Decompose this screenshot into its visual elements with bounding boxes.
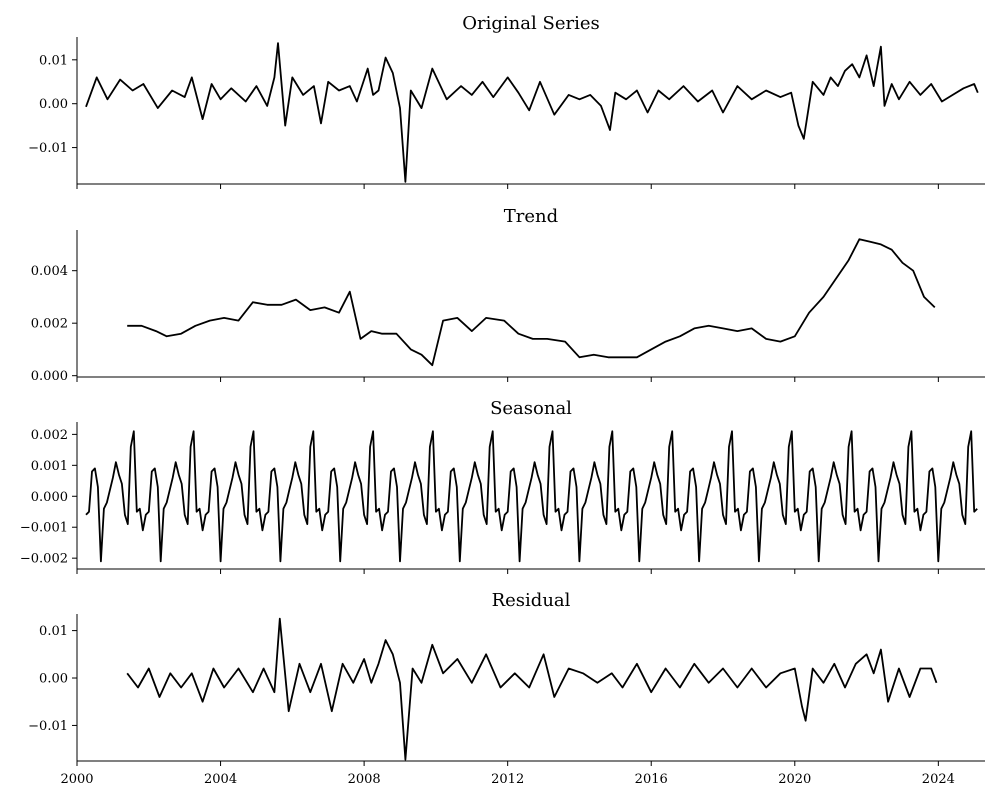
original-series-line	[85, 42, 979, 183]
original-y-tick-label: −0.01	[28, 141, 68, 156]
residual-series-line	[126, 617, 938, 761]
residual-x-tick-label: 2008	[348, 772, 381, 787]
seasonal-series-line	[85, 430, 978, 563]
seasonal-y-tick-label: 0.002	[31, 428, 68, 443]
seasonal-y-tick-label: −0.002	[20, 552, 68, 567]
residual-y-tick-label: −0.01	[28, 719, 68, 734]
seasonal-y-tick-label: 0.000	[31, 490, 68, 505]
trend-y-tick-label: 0.000	[31, 369, 68, 384]
residual-x-tick-label: 2016	[635, 772, 668, 787]
trend-y-tick-label: 0.002	[31, 317, 68, 332]
original-y-tick-label: 0.00	[39, 97, 68, 112]
trend-y-tick-label: 0.004	[31, 264, 68, 279]
original-title: Original Series	[462, 13, 599, 34]
residual-y-tick-label: 0.01	[39, 624, 68, 639]
original-y-tick-label: 0.01	[39, 53, 68, 68]
trend-title: Trend	[504, 206, 558, 227]
original-panel: Original Series −0.01 0.00 0.01	[28, 13, 985, 189]
seasonal-title: Seasonal	[490, 398, 572, 419]
residual-panel: Residual −0.01 0.00 0.01 2000 2004 2008 2012 201…	[28, 590, 985, 787]
residual-y-tick-label: 0.00	[39, 672, 68, 687]
residual-x-tick-label: 2012	[491, 772, 524, 787]
residual-title: Residual	[492, 590, 571, 611]
residual-x-tick-label: 2024	[922, 772, 955, 787]
seasonal-y-tick-label: 0.001	[31, 459, 68, 474]
residual-x-tick-label: 2004	[204, 772, 237, 787]
seasonal-panel: Seasonal −0.002 −0.001 0.000 0.001 0.002	[20, 398, 985, 574]
residual-x-tick-label: 2000	[60, 772, 93, 787]
trend-series-line	[127, 238, 936, 367]
residual-x-tick-label: 2020	[778, 772, 811, 787]
seasonal-y-tick-label: −0.001	[20, 521, 68, 536]
trend-panel: Trend 0.000 0.002 0.004	[31, 206, 985, 384]
